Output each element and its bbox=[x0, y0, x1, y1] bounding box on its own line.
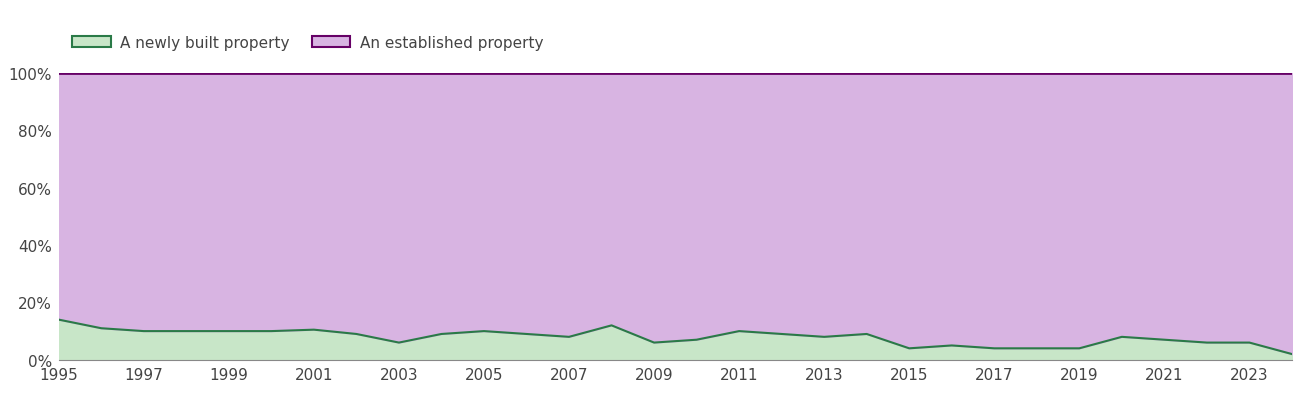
Legend: A newly built property, An established property: A newly built property, An established p… bbox=[67, 30, 549, 57]
